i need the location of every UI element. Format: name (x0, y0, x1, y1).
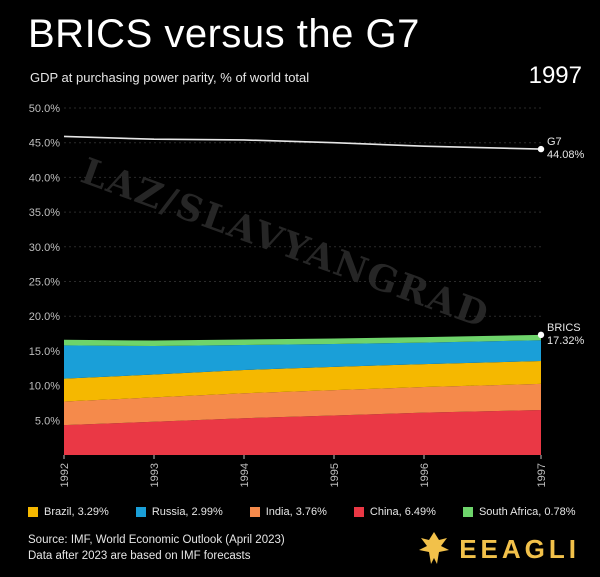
y-tick-label: 20.0% (29, 311, 60, 323)
brand-logo: EEAGLI (417, 530, 580, 568)
area-india (64, 383, 541, 426)
legend-swatch (462, 507, 473, 517)
y-tick-label: 35.0% (29, 207, 60, 219)
logo-text: EEAGLI (459, 533, 580, 564)
x-tick-label: 1995 (329, 463, 341, 487)
area-china (64, 409, 541, 455)
g7-name-label: G7 (547, 136, 562, 148)
chart-title: BRICS versus the G7 (28, 12, 420, 56)
legend-label: Russia, 2.99% (151, 506, 223, 518)
source-line-1: Source: IMF, World Economic Outlook (Apr… (28, 534, 285, 546)
y-tick-label: 30.0% (29, 242, 60, 254)
area-brazil (64, 361, 541, 402)
legend-item: India, 3.76% (249, 506, 327, 518)
eagle-icon (419, 532, 450, 564)
source-note: Source: IMF, World Economic Outlook (Apr… (28, 532, 285, 564)
brics-end-dot (537, 331, 545, 339)
legend-swatch (353, 507, 364, 517)
source-line-2: Data after 2023 are based on IMF forecas… (28, 550, 251, 562)
g7-line (63, 135, 542, 150)
y-tick-label: 45.0% (29, 138, 60, 150)
y-tick-label: 50.0% (29, 103, 60, 115)
y-tick-label: 15.0% (29, 346, 60, 358)
y-tick-label: 25.0% (29, 277, 60, 289)
legend-label: South Africa, 0.78% (478, 506, 576, 518)
brics-value-label: 17.32% (547, 335, 585, 347)
legend-item: China, 6.49% (353, 506, 436, 518)
x-tick-label: 1993 (149, 463, 161, 487)
year-indicator: 1997 (528, 62, 582, 89)
legend: Brazil, 3.29% Russia, 2.99% India, 3.76% Ch… (28, 506, 590, 518)
chart-subtitle: GDP at purchasing power parity, % of wor… (30, 70, 310, 85)
legend-swatch (135, 507, 146, 517)
g7-end-dot (537, 145, 545, 153)
area-russia (64, 340, 541, 379)
legend-item: Russia, 2.99% (135, 506, 223, 518)
y-tick-label: 40.0% (29, 172, 60, 184)
brics-name-label: BRICS (547, 322, 581, 334)
chart-svg: 5.0% 10.0% 15.0% 20.0% 25.0% 30.0% 35.0% 40.0% 4… (29, 103, 585, 487)
g7-value-label: 44.08% (547, 149, 585, 161)
legend-label: China, 6.49% (369, 506, 436, 518)
legend-item: South Africa, 0.78% (462, 506, 576, 518)
y-tick-label: 5.0% (35, 415, 60, 427)
x-tick-label: 1994 (239, 463, 251, 487)
x-tick-label: 1992 (59, 463, 71, 487)
legend-label: Brazil, 3.29% (44, 506, 109, 518)
legend-swatch (249, 507, 260, 517)
legend-swatch (28, 507, 38, 517)
x-tick-label: 1997 (536, 463, 548, 487)
area-south-africa (64, 334, 541, 347)
legend-item: Brazil, 3.29% (28, 506, 109, 518)
x-tick-label: 1996 (419, 463, 431, 487)
y-tick-label: 10.0% (29, 381, 60, 393)
legend-label: India, 3.76% (265, 506, 327, 518)
